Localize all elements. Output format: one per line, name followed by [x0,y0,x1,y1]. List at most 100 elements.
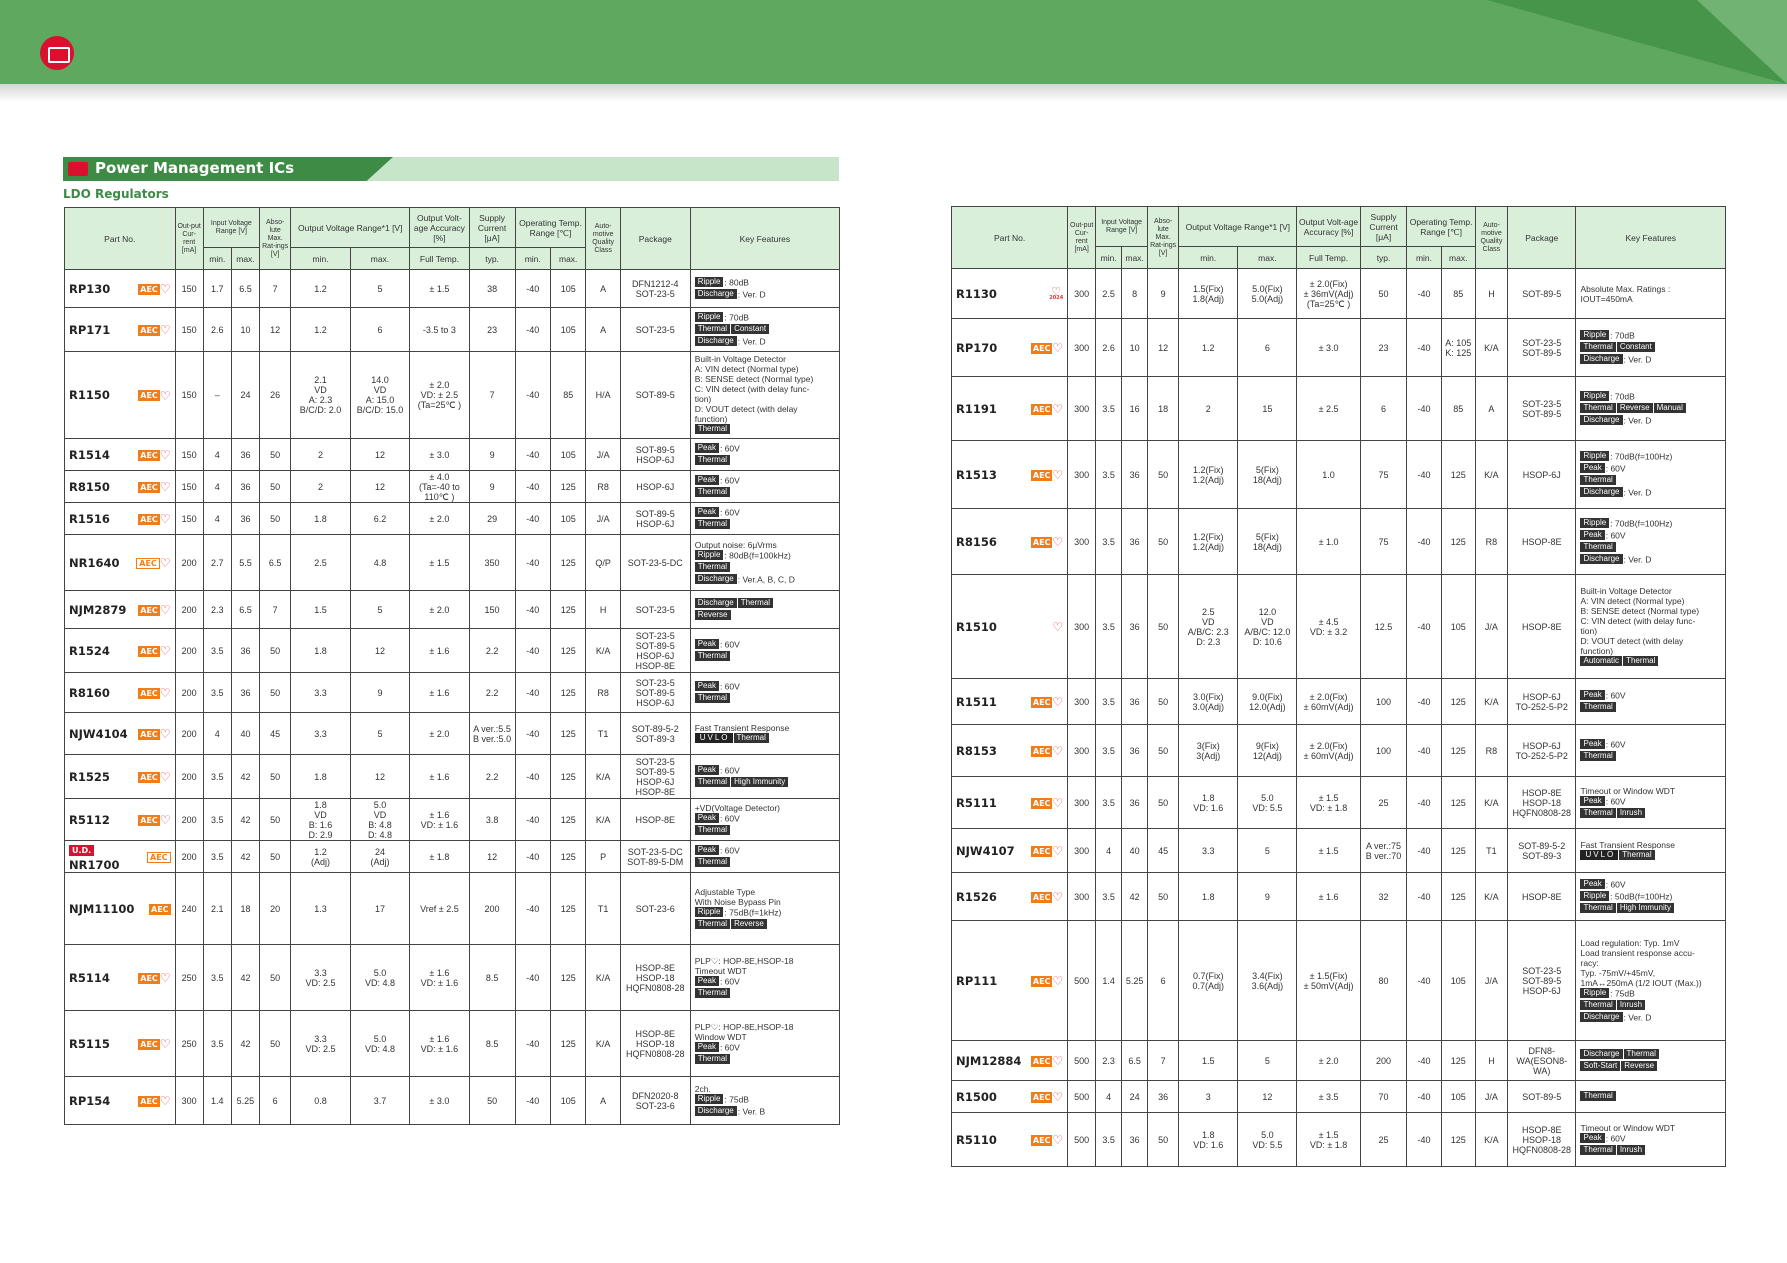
cell-iout: 300 [1067,440,1097,509]
key-features: Peak: 60V Thermal [689,672,841,713]
cell-vmax: 24 [230,351,261,439]
cell-cls: R8 [585,672,621,713]
feature-tag: Thermal [733,732,769,743]
cell-omin: 3.3 [290,672,351,713]
feature-tag: Peak [1580,689,1605,700]
cell-isup: 23 [1359,318,1408,377]
cell-vmin: 3.5 [202,672,232,713]
feature-line: Thermal Inrush [1580,807,1721,820]
cell-vmin: 2.3 [1095,1040,1123,1081]
cell-pkg: SOT-89-5 HSOP-6J [619,502,691,535]
cell-abs: 50 [259,798,292,841]
part-number-label: NJM2879 [69,602,127,617]
feature-line: PLP♡: HOP-8E,HSOP-18 [694,955,794,966]
cell-acc: ± 1.6 [409,672,470,713]
cell-vmax: 42 [230,754,261,799]
cell-isup: 25 [1359,776,1408,829]
cell-vmin: 2.5 [1095,268,1123,319]
column-subheader: Full Temp. [409,247,470,270]
cell-omax: 9 [349,672,411,713]
key-features: Peak: 60V Thermal [689,438,841,471]
feature-line: Built-in Voltage Detector [694,354,786,364]
cell-acc: ± 1.5 [409,269,470,308]
cell-vmin: 4 [202,502,232,535]
cell-isup: 9 [468,470,516,503]
cell-tmax: 125 [549,754,587,799]
cell-vmin: 2.3 [202,590,232,629]
feature-line: Thermal [1580,1090,1721,1103]
table-row: R1524 AEC ♡ 200 3.5 36 50 1.8 12 ± 1.6 2.2 -40 125 K… [64,628,841,673]
heart-icon: ♡ [159,1037,171,1051]
cell-abs: 50 [259,840,292,873]
key-features: Timeout or Window WDT Peak: 60V Thermal Inr… [1575,1112,1726,1167]
key-features: Ripple: 70dB(f=100Hz) Peak: 60V Thermal Dis… [1575,440,1726,509]
part-number: R5111 AEC ♡ [950,776,1069,829]
cell-omax: 12.0 VD A/B/C: 12.0 D: 10.6 [1237,574,1298,679]
cell-tmin: -40 [514,269,551,308]
key-features: PLP♡: HOP-8E,HSOP-18 Window WDT Peak: 60V T… [689,1010,841,1077]
cell-pkg: HSOP-6J TO-252-5-P2 [1507,678,1577,725]
feature-line: Peak: 60V [694,442,835,455]
cell-iout: 300 [1067,724,1097,777]
feature-line: Discharge Thermal [694,597,835,610]
cell-vmin: 2.7 [202,534,232,591]
cell-abs: 7 [259,269,292,308]
cell-tmin: -40 [514,872,551,945]
cell-iout: 300 [1067,678,1097,725]
cell-omin: 2.5 [290,534,351,591]
feature-line: Fast Transient Response [1580,839,1675,850]
heart-icon: ♡ [1052,535,1064,549]
cell-omax: 9(Fix) 12(Adj) [1237,724,1298,777]
feature-tag: Discharge [1580,553,1623,564]
feature-line: C: VIN detect (with delay func- [694,384,810,394]
heart-icon: ♡ [159,727,171,741]
aec-badge: AEC [138,390,160,401]
cell-pkg: SOT-89-5 [1507,268,1577,319]
feature-tag: Reverse [731,918,767,929]
aec-badge: AEC [149,903,171,915]
feature-tag: Peak [694,812,719,823]
part-number: R8153 AEC ♡ [950,724,1069,777]
feature-line: Output noise: 6μVrms [694,539,777,550]
column-header: Operating Temp. Range [℃] [514,207,587,248]
cell-omin: 1.2(Fix) 1.2(Adj) [1178,508,1239,575]
cell-omin: 1.8 [290,754,351,799]
cell-acc: ± 1.5 VD: ± 1.8 [1296,1112,1361,1167]
cell-cls: T1 [1474,828,1509,873]
cell-isup: 12.5 [1359,574,1408,679]
table-row: R5112 AEC ♡ 200 3.5 42 50 1.8 VD B: 1.6 D: 2.9 5.0… [64,798,841,841]
part-number-label: RP154 [69,1093,111,1108]
feature-line: Reverse [694,609,835,622]
column-subheader: typ. [1359,246,1408,269]
cell-tmin: -40 [514,307,551,352]
cell-omin: 1.8 [290,502,351,535]
heart-icon: ♡ [1052,620,1064,634]
table-row: RP130 AEC ♡ 150 1.7 6.5 7 1.2 5 ± 1.5 38 -40 105 A DF… [64,269,841,308]
cell-tmin: -40 [514,840,551,873]
cell-acc: ± 1.6 VD: ± 1.6 [409,798,470,841]
column-header: Input Voltage Range [V] [1095,206,1149,247]
cell-tmax: 105 [1440,574,1476,679]
column-header: Out-put Cur-rent [mA] [174,207,204,270]
cell-pkg: SOT-89-5 HSOP-6J [619,438,691,471]
cell-tmin: -40 [1406,1040,1442,1081]
part-number-label: R1525 [69,769,110,784]
cell-omin: 2 [290,438,351,471]
table-row: R1516 AEC ♡ 150 4 36 50 1.8 6.2 ± 2.0 29 -40 105 J/A… [64,502,841,535]
feature-line: Ripple: 80dB [694,276,835,289]
table-row: R5114 AEC ♡ 250 3.5 42 50 3.3 VD: 2.5 5.0 VD: 4.8… [64,944,841,1011]
column-subheader: typ. [468,247,516,270]
feature-line: Ripple: 70dB [694,311,835,324]
cell-acc: ± 1.6 VD: ± 1.6 [409,1010,470,1077]
cell-abs: 12 [259,307,292,352]
heart-icon: ♡ [159,282,171,296]
cell-iout: 300 [1067,318,1097,377]
feature-tag: Peak [694,975,719,986]
feature-tag: Inrush [1616,1144,1646,1155]
ldo-table-right: Part No. Out-put Cur-rent [mA] Input Volta… [950,206,1726,1167]
part-number: R1511 AEC ♡ [950,678,1069,725]
cell-omax: 5 [349,712,411,755]
part-number-label: R5110 [956,1132,997,1147]
feature-line: function) [694,414,728,424]
table-row: R8153 AEC ♡ 300 3.5 36 50 3(Fix) 3(Adj) 9(Fix) 12… [950,724,1726,777]
